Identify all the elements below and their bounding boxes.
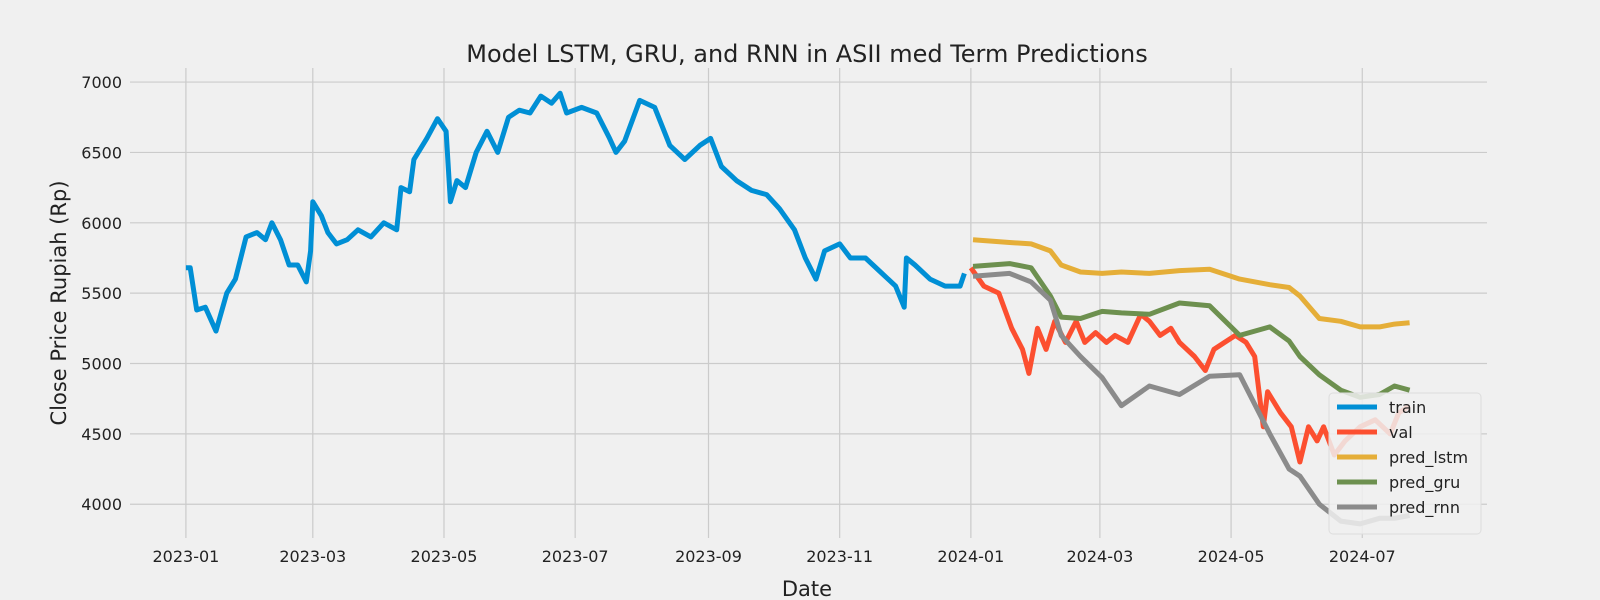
legend-label: pred_lstm xyxy=(1389,448,1468,468)
legend-label: val xyxy=(1389,423,1413,442)
series-line xyxy=(968,266,1411,465)
x-tick-label: 2023-07 xyxy=(542,547,609,566)
legend-box xyxy=(1328,392,1482,535)
x-tick-label: 2023-11 xyxy=(806,547,873,566)
legend-label: pred_gru xyxy=(1389,473,1460,493)
chart-title: Model LSTM, GRU, and RNN in ASII med Ter… xyxy=(466,40,1148,68)
series-line xyxy=(185,90,967,334)
x-tick-label: 2023-09 xyxy=(675,547,742,566)
legend-label: train xyxy=(1389,398,1426,417)
series-line xyxy=(972,237,1410,330)
x-tick-label: 2024-01 xyxy=(937,547,1004,566)
x-tick-label: 2024-07 xyxy=(1329,547,1396,566)
y-tick-label: 7000 xyxy=(81,73,122,92)
y-tick-label: 5000 xyxy=(81,355,122,374)
x-axis-label: Date xyxy=(782,577,832,600)
y-tick-label: 4000 xyxy=(81,495,122,514)
y-tick-label: 6500 xyxy=(81,143,122,162)
legend: train val pred_lstm pred_gru pred_rnn xyxy=(1328,392,1482,535)
x-tick-label: 2023-03 xyxy=(279,547,346,566)
y-tick-label: 5500 xyxy=(81,284,122,303)
x-tick-label: 2024-05 xyxy=(1198,547,1265,566)
y-tick-label: 6000 xyxy=(81,214,122,233)
y-axis-label: Close Price Rupiah (Rp) xyxy=(47,180,71,425)
x-tick-label: 2023-01 xyxy=(152,547,219,566)
x-tick-label: 2023-05 xyxy=(411,547,478,566)
grid: 4000 4500 5000 5500 6000 6500 7000 2023-01 2023-… xyxy=(81,68,1487,566)
legend-label: pred_rnn xyxy=(1389,498,1460,518)
y-tick-label: 4500 xyxy=(81,425,122,444)
x-tick-label: 2024-03 xyxy=(1066,547,1133,566)
